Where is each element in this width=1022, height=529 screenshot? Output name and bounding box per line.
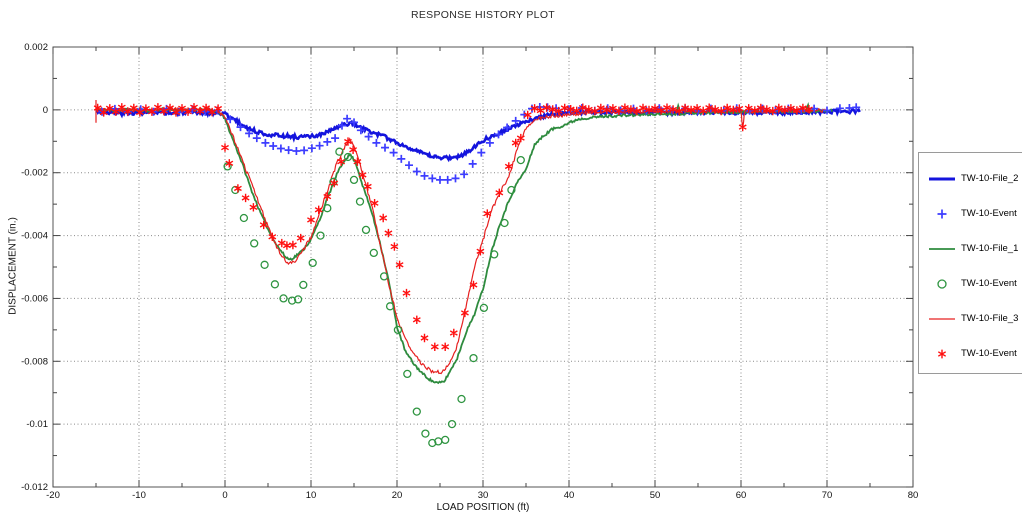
y-tick-label: -0.012 xyxy=(21,482,48,493)
x-tick-label: 40 xyxy=(564,490,575,501)
legend-item-label: TW-10-Event xyxy=(961,208,1017,219)
legend: TW-10-File_2 TW-10-Event TW-10-File_1 TW-10… xyxy=(918,152,1022,374)
legend-item: TW-10-File_2 xyxy=(923,161,1022,196)
legend-item-label: TW-10-Event xyxy=(961,348,1017,359)
legend-item-label: TW-10-File_1 xyxy=(961,243,1019,254)
x-tick-label: 20 xyxy=(392,490,403,501)
y-axis-label: DISPLACEMENT (in.) xyxy=(7,217,19,315)
x-tick-label: 60 xyxy=(736,490,747,501)
y-tick-label: -0.002 xyxy=(21,168,48,179)
series-line-tw-10-file_3 xyxy=(95,100,826,375)
x-tick-label: 70 xyxy=(822,490,833,501)
y-tick-label: -0.004 xyxy=(21,231,48,242)
y-tick-label: -0.006 xyxy=(21,293,48,304)
series-line-tw-10-file_1 xyxy=(96,102,833,385)
x-tick-label: 30 xyxy=(478,490,489,501)
chart-title: RESPONSE HISTORY PLOT xyxy=(410,9,555,21)
legend-asterisk-icon xyxy=(923,347,961,361)
legend-item: TW-10-Event xyxy=(923,336,1022,371)
legend-item: TW-10-Event xyxy=(923,266,1022,301)
x-tick-label: -20 xyxy=(46,490,60,501)
legend-line-sample-icon xyxy=(923,312,961,326)
legend-circle-icon xyxy=(923,277,961,291)
legend-item: TW-10-Event xyxy=(923,196,1022,231)
series-circle-markers xyxy=(223,147,525,448)
x-tick-label: 50 xyxy=(650,490,661,501)
legend-item-label: TW-10-File_3 xyxy=(961,313,1019,324)
x-tick-label: 0 xyxy=(222,490,227,501)
legend-item: TW-10-File_1 xyxy=(923,231,1022,266)
axis-ticks xyxy=(52,46,914,488)
legend-line-sample-icon xyxy=(923,172,961,186)
y-tick-label: 0 xyxy=(43,105,48,116)
x-tick-label: 10 xyxy=(306,490,317,501)
y-tick-label: 0.002 xyxy=(24,42,48,53)
legend-line-sample-icon xyxy=(923,242,961,256)
y-tick-label: -0.008 xyxy=(21,356,48,367)
legend-item-label: TW-10-File_2 xyxy=(961,173,1019,184)
legend-plus-icon xyxy=(923,207,961,221)
legend-item: TW-10-File_3 xyxy=(923,301,1022,336)
x-tick-label: -10 xyxy=(132,490,146,501)
x-axis-label: LOAD POSITION (ft) xyxy=(436,502,530,513)
series-asterisk-markers xyxy=(93,103,813,351)
x-tick-label: 80 xyxy=(908,490,919,501)
legend-item-label: TW-10-Event xyxy=(961,278,1017,289)
y-tick-label: -0.01 xyxy=(26,419,48,430)
